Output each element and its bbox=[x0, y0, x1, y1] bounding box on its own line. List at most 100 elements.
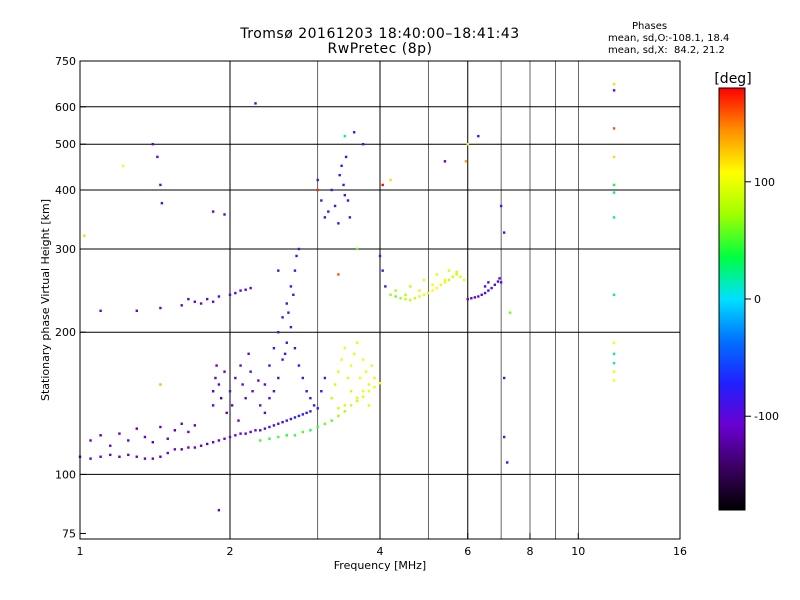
stats-x: mean, sd,X: 84.2, 21.2 bbox=[608, 45, 725, 56]
data-point bbox=[268, 364, 271, 367]
data-point bbox=[389, 178, 392, 182]
data-point bbox=[443, 278, 447, 282]
data-point bbox=[239, 289, 242, 292]
x-tick-label: 4 bbox=[377, 545, 384, 558]
data-point bbox=[361, 395, 365, 398]
data-point bbox=[612, 370, 616, 373]
data-point bbox=[309, 429, 312, 432]
data-point bbox=[361, 358, 365, 361]
data-point bbox=[217, 295, 221, 298]
data-point bbox=[180, 448, 183, 451]
data-point bbox=[301, 413, 305, 416]
data-point bbox=[381, 183, 384, 187]
y-tick-label: 600 bbox=[55, 101, 76, 114]
data-point bbox=[135, 455, 138, 458]
data-point bbox=[217, 383, 221, 386]
data-point bbox=[464, 160, 468, 163]
data-point bbox=[323, 216, 327, 219]
y-axis: 75 100 200 300 400 500 600 750 bbox=[55, 55, 86, 540]
data-point bbox=[228, 390, 232, 393]
data-point bbox=[355, 341, 359, 344]
data-point bbox=[343, 134, 347, 138]
y-tick-label: 100 bbox=[55, 468, 76, 481]
data-point bbox=[173, 429, 177, 432]
data-point bbox=[143, 457, 147, 460]
data-point bbox=[462, 278, 466, 282]
data-point bbox=[277, 422, 280, 425]
data-point bbox=[285, 341, 288, 344]
data-point bbox=[272, 346, 276, 350]
data-point bbox=[612, 216, 616, 219]
data-point bbox=[217, 439, 221, 442]
data-point bbox=[309, 396, 312, 400]
data-point bbox=[499, 281, 503, 284]
data-point bbox=[399, 297, 402, 300]
data-point bbox=[143, 435, 147, 439]
data-point bbox=[343, 346, 347, 350]
x-tick-label: 16 bbox=[673, 545, 687, 558]
data-point bbox=[283, 352, 287, 356]
data-point bbox=[180, 304, 183, 307]
data-point bbox=[493, 283, 497, 286]
data-point bbox=[361, 142, 365, 146]
data-point bbox=[249, 370, 252, 373]
data-point bbox=[473, 296, 477, 299]
data-point bbox=[297, 364, 301, 367]
data-point bbox=[281, 316, 284, 319]
data-point bbox=[223, 437, 226, 440]
data-point bbox=[337, 273, 340, 276]
data-point bbox=[205, 297, 209, 301]
data-point bbox=[244, 432, 247, 435]
data-point bbox=[293, 269, 297, 272]
data-point bbox=[490, 286, 493, 290]
data-point bbox=[193, 424, 197, 427]
data-point bbox=[156, 155, 159, 159]
data-point bbox=[244, 396, 247, 400]
data-point bbox=[343, 410, 347, 413]
data-point bbox=[263, 383, 267, 386]
data-point bbox=[466, 142, 469, 146]
data-point bbox=[249, 286, 252, 290]
x-tick-label: 8 bbox=[527, 545, 534, 558]
data-point bbox=[241, 383, 244, 386]
chart-subtitle: RwPretec (8p) bbox=[327, 41, 433, 57]
data-point bbox=[121, 164, 125, 168]
data-point bbox=[199, 302, 203, 305]
data-point bbox=[159, 383, 162, 386]
data-point bbox=[508, 311, 512, 314]
data-point bbox=[268, 396, 271, 400]
data-point bbox=[89, 439, 92, 442]
data-point bbox=[251, 390, 254, 393]
data-point bbox=[234, 376, 237, 380]
data-point bbox=[355, 396, 359, 400]
data-point bbox=[289, 417, 293, 421]
x-axis-label: Frequency [MHz] bbox=[334, 559, 426, 572]
data-point bbox=[337, 414, 340, 418]
data-point bbox=[268, 437, 271, 440]
data-point bbox=[327, 210, 330, 213]
data-point bbox=[358, 376, 362, 380]
data-point bbox=[502, 435, 506, 439]
data-point bbox=[320, 390, 323, 393]
data-point bbox=[199, 444, 203, 447]
data-point bbox=[118, 455, 121, 458]
data-point bbox=[259, 439, 262, 442]
data-point bbox=[612, 361, 616, 365]
data-point bbox=[234, 434, 237, 437]
data-point bbox=[289, 325, 293, 329]
x-tick-label: 10 bbox=[571, 545, 585, 558]
data-point bbox=[477, 295, 480, 298]
data-point bbox=[612, 352, 616, 356]
data-point bbox=[349, 390, 353, 393]
data-point bbox=[215, 364, 218, 367]
data-point bbox=[378, 254, 382, 258]
data-point bbox=[263, 411, 267, 415]
x-axis: 1 2 4 6 8 10 16 bbox=[77, 533, 687, 558]
data-point bbox=[373, 376, 376, 380]
data-point bbox=[422, 293, 426, 296]
data-point bbox=[257, 379, 260, 382]
data-point bbox=[418, 295, 421, 298]
data-point bbox=[409, 298, 412, 302]
data-point bbox=[470, 297, 473, 300]
data-point bbox=[404, 293, 407, 296]
